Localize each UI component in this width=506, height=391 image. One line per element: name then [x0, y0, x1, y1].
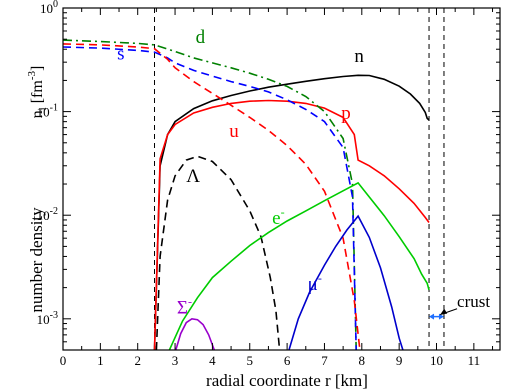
- crust-label: crust: [457, 292, 490, 311]
- crust-arrowhead-left: [429, 313, 435, 320]
- y-axis-label: number density: [27, 207, 46, 313]
- curve-label-s: s: [117, 43, 124, 64]
- series-electron-line: [168, 181, 430, 350]
- x-tick-label-10: 10: [430, 353, 443, 368]
- curve-label-p: p: [341, 103, 351, 124]
- crust-pointer-head: [440, 308, 448, 315]
- x-tick-label-11: 11: [468, 353, 481, 368]
- series-s-line: [63, 46, 357, 350]
- series-n-line: [153, 74, 430, 350]
- y-tick-label--3: 10-3: [37, 310, 58, 327]
- y-tick-label--2: 10-2: [37, 206, 58, 223]
- x-tick-label-0: 0: [60, 353, 67, 368]
- series-d-line: [63, 39, 357, 350]
- crust-arrowhead-right: [438, 313, 444, 320]
- y-axis-title: number density ni [fm-3]: [26, 66, 49, 313]
- y-tick-label--1: 10-1: [37, 103, 58, 120]
- x-tick-label-8: 8: [359, 353, 366, 368]
- plot-area: n p d s u Λe-μ- Σ-crust 0 1 2 3 4 5 6 7 8 9 10 11 10-3 10-2 1…: [37, 0, 501, 368]
- series-sigma-minus-line: [175, 317, 216, 350]
- series-lambda-line: [155, 155, 281, 350]
- series-p-line: [153, 99, 430, 350]
- curve-label-d: d: [196, 27, 206, 48]
- curve-label-n: n: [354, 46, 364, 67]
- x-tick-label-4: 4: [209, 353, 216, 368]
- x-tick-label-9: 9: [396, 353, 403, 368]
- y-tick-label-0: 100: [40, 0, 58, 16]
- x-tick-label-7: 7: [321, 353, 328, 368]
- x-tick-label-3: 3: [172, 353, 179, 368]
- plot-frame: [62, 7, 501, 351]
- x-tick-label-5: 5: [247, 353, 254, 368]
- x-tick-label-1: 1: [97, 353, 104, 368]
- x-axis-label: radial coordinate r [km]: [206, 371, 368, 390]
- curve-label-muon: μ-: [308, 271, 322, 295]
- series-muon-line: [288, 214, 404, 350]
- x-tick-label-6: 6: [284, 353, 291, 368]
- y-axis-unit: ni [fm-3]: [26, 66, 49, 119]
- curve-label-u: u: [229, 121, 239, 142]
- series-u-line: [63, 43, 361, 350]
- curve-label-lambda: Λ: [186, 166, 200, 187]
- x-tick-label-2: 2: [134, 353, 141, 368]
- curve-label-sigma-minus: Σ-: [177, 294, 192, 318]
- series-group: [63, 39, 430, 350]
- curve-label-electron: e-: [272, 205, 284, 229]
